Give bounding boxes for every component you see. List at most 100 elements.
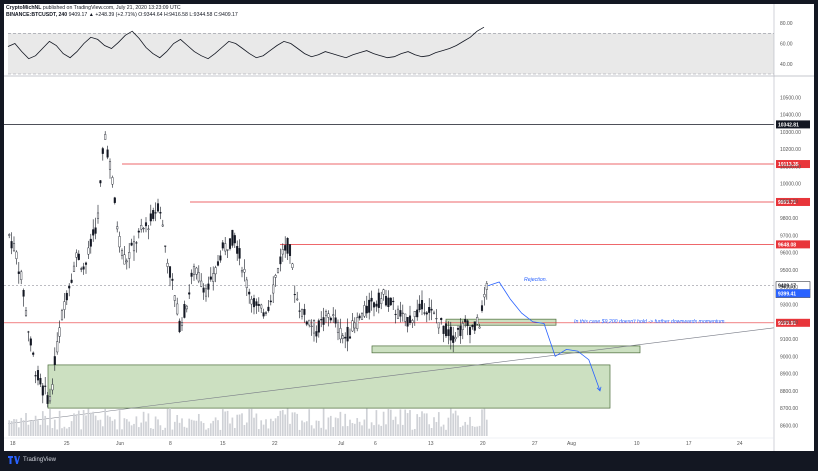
candle-body xyxy=(252,298,256,308)
volume-bar xyxy=(301,420,303,436)
candle-body xyxy=(389,297,392,306)
candle-body xyxy=(399,310,402,317)
candle-body xyxy=(425,312,428,315)
level-tag-label: 10113.35 xyxy=(778,162,799,168)
candle-body xyxy=(466,320,469,327)
candle-body xyxy=(288,244,292,256)
candle-body xyxy=(363,305,366,317)
candle-body xyxy=(228,238,232,249)
volume-bar xyxy=(22,420,25,436)
candle-body xyxy=(202,287,205,293)
candle-body xyxy=(322,317,325,325)
candle-body xyxy=(382,289,385,295)
volume-bar xyxy=(97,420,99,436)
volume-bar xyxy=(176,415,179,436)
volume-bar xyxy=(387,409,390,436)
candle-body xyxy=(130,242,133,246)
volume-bar xyxy=(341,426,344,436)
candle-body xyxy=(286,238,289,254)
support-zone xyxy=(47,364,611,409)
candle-body xyxy=(368,299,371,313)
volume-bar xyxy=(245,422,248,436)
volume-bar xyxy=(25,412,27,436)
price-tick-label: 8900.00 xyxy=(780,372,798,378)
candle-body xyxy=(140,225,143,230)
volume-bar xyxy=(464,421,467,436)
volume-bar xyxy=(332,427,335,436)
volume-bar xyxy=(325,429,327,436)
volume-bar xyxy=(99,419,102,436)
volume-bar xyxy=(15,419,18,436)
volume-bar xyxy=(92,411,95,436)
candle-body xyxy=(173,295,176,301)
candle-body xyxy=(200,280,203,287)
volume-bar xyxy=(238,414,241,436)
volume-bar xyxy=(476,426,479,436)
candle-body xyxy=(176,303,179,315)
time-tick-label: 25 xyxy=(64,441,70,447)
volume-bar xyxy=(411,429,414,436)
candle-body xyxy=(468,327,472,335)
volume-bar xyxy=(478,425,481,436)
candle-body xyxy=(209,276,212,280)
candle-body xyxy=(116,226,119,230)
candle-body xyxy=(428,307,431,313)
volume-bar xyxy=(229,423,231,436)
publisher-name: CryptoMichNL xyxy=(6,5,42,11)
candle-body xyxy=(204,288,208,297)
volume-bar xyxy=(454,410,457,436)
volume-bar xyxy=(200,421,203,436)
volume-bar xyxy=(461,425,464,436)
level-tag-label: 9893.71 xyxy=(778,200,796,206)
volume-bar xyxy=(130,425,133,436)
volume-bar xyxy=(236,414,239,436)
volume-bar xyxy=(289,423,291,436)
candle-body xyxy=(483,294,486,298)
volume-bar xyxy=(413,428,416,436)
candle-body xyxy=(161,224,164,227)
volume-bar xyxy=(380,425,383,436)
candle-body xyxy=(185,305,188,310)
price-tick-label: 9700.00 xyxy=(780,233,798,239)
level-tag xyxy=(776,160,810,169)
candle-body xyxy=(281,249,284,255)
last-price-label: 9409.17 xyxy=(778,284,796,290)
candle-body xyxy=(104,134,107,140)
level-tag-label: 9193.91 xyxy=(778,321,796,327)
candle-body xyxy=(344,336,347,339)
rsi-tick-label: 80.00 xyxy=(780,21,793,27)
candle-body xyxy=(89,238,92,247)
tradingview-brand[interactable]: TradingView xyxy=(8,456,56,464)
volume-bar xyxy=(111,420,114,436)
price-pane: Rejection. In this case $9,200 doesn't ho… xyxy=(4,124,775,436)
candle-body xyxy=(464,319,467,323)
volume-bar xyxy=(401,424,404,436)
candle-body xyxy=(99,180,102,184)
candle-body xyxy=(341,335,344,339)
volume-bar xyxy=(128,421,131,436)
candle-body xyxy=(27,331,30,333)
candle-body xyxy=(430,308,433,311)
volume-bar xyxy=(344,413,347,436)
candle-body xyxy=(274,275,277,278)
candle-body xyxy=(192,266,196,275)
volume-bar xyxy=(433,417,435,436)
candle-body xyxy=(132,241,136,252)
trendline xyxy=(7,327,775,424)
volume-bar xyxy=(399,409,402,436)
candle-body xyxy=(159,211,162,214)
candle-body xyxy=(315,331,318,337)
volume-bar xyxy=(428,424,431,436)
candle-body xyxy=(34,375,37,377)
candle-body xyxy=(58,327,61,337)
candle-body xyxy=(408,315,412,323)
volume-bar xyxy=(260,420,263,436)
price-tick-label: 9400.00 xyxy=(780,285,798,291)
volume-bar xyxy=(346,426,349,436)
volume-bar xyxy=(248,409,251,436)
candle-body xyxy=(212,273,215,282)
candle-body xyxy=(473,321,476,331)
volume-bar xyxy=(313,428,315,436)
volume-bar xyxy=(77,410,80,436)
